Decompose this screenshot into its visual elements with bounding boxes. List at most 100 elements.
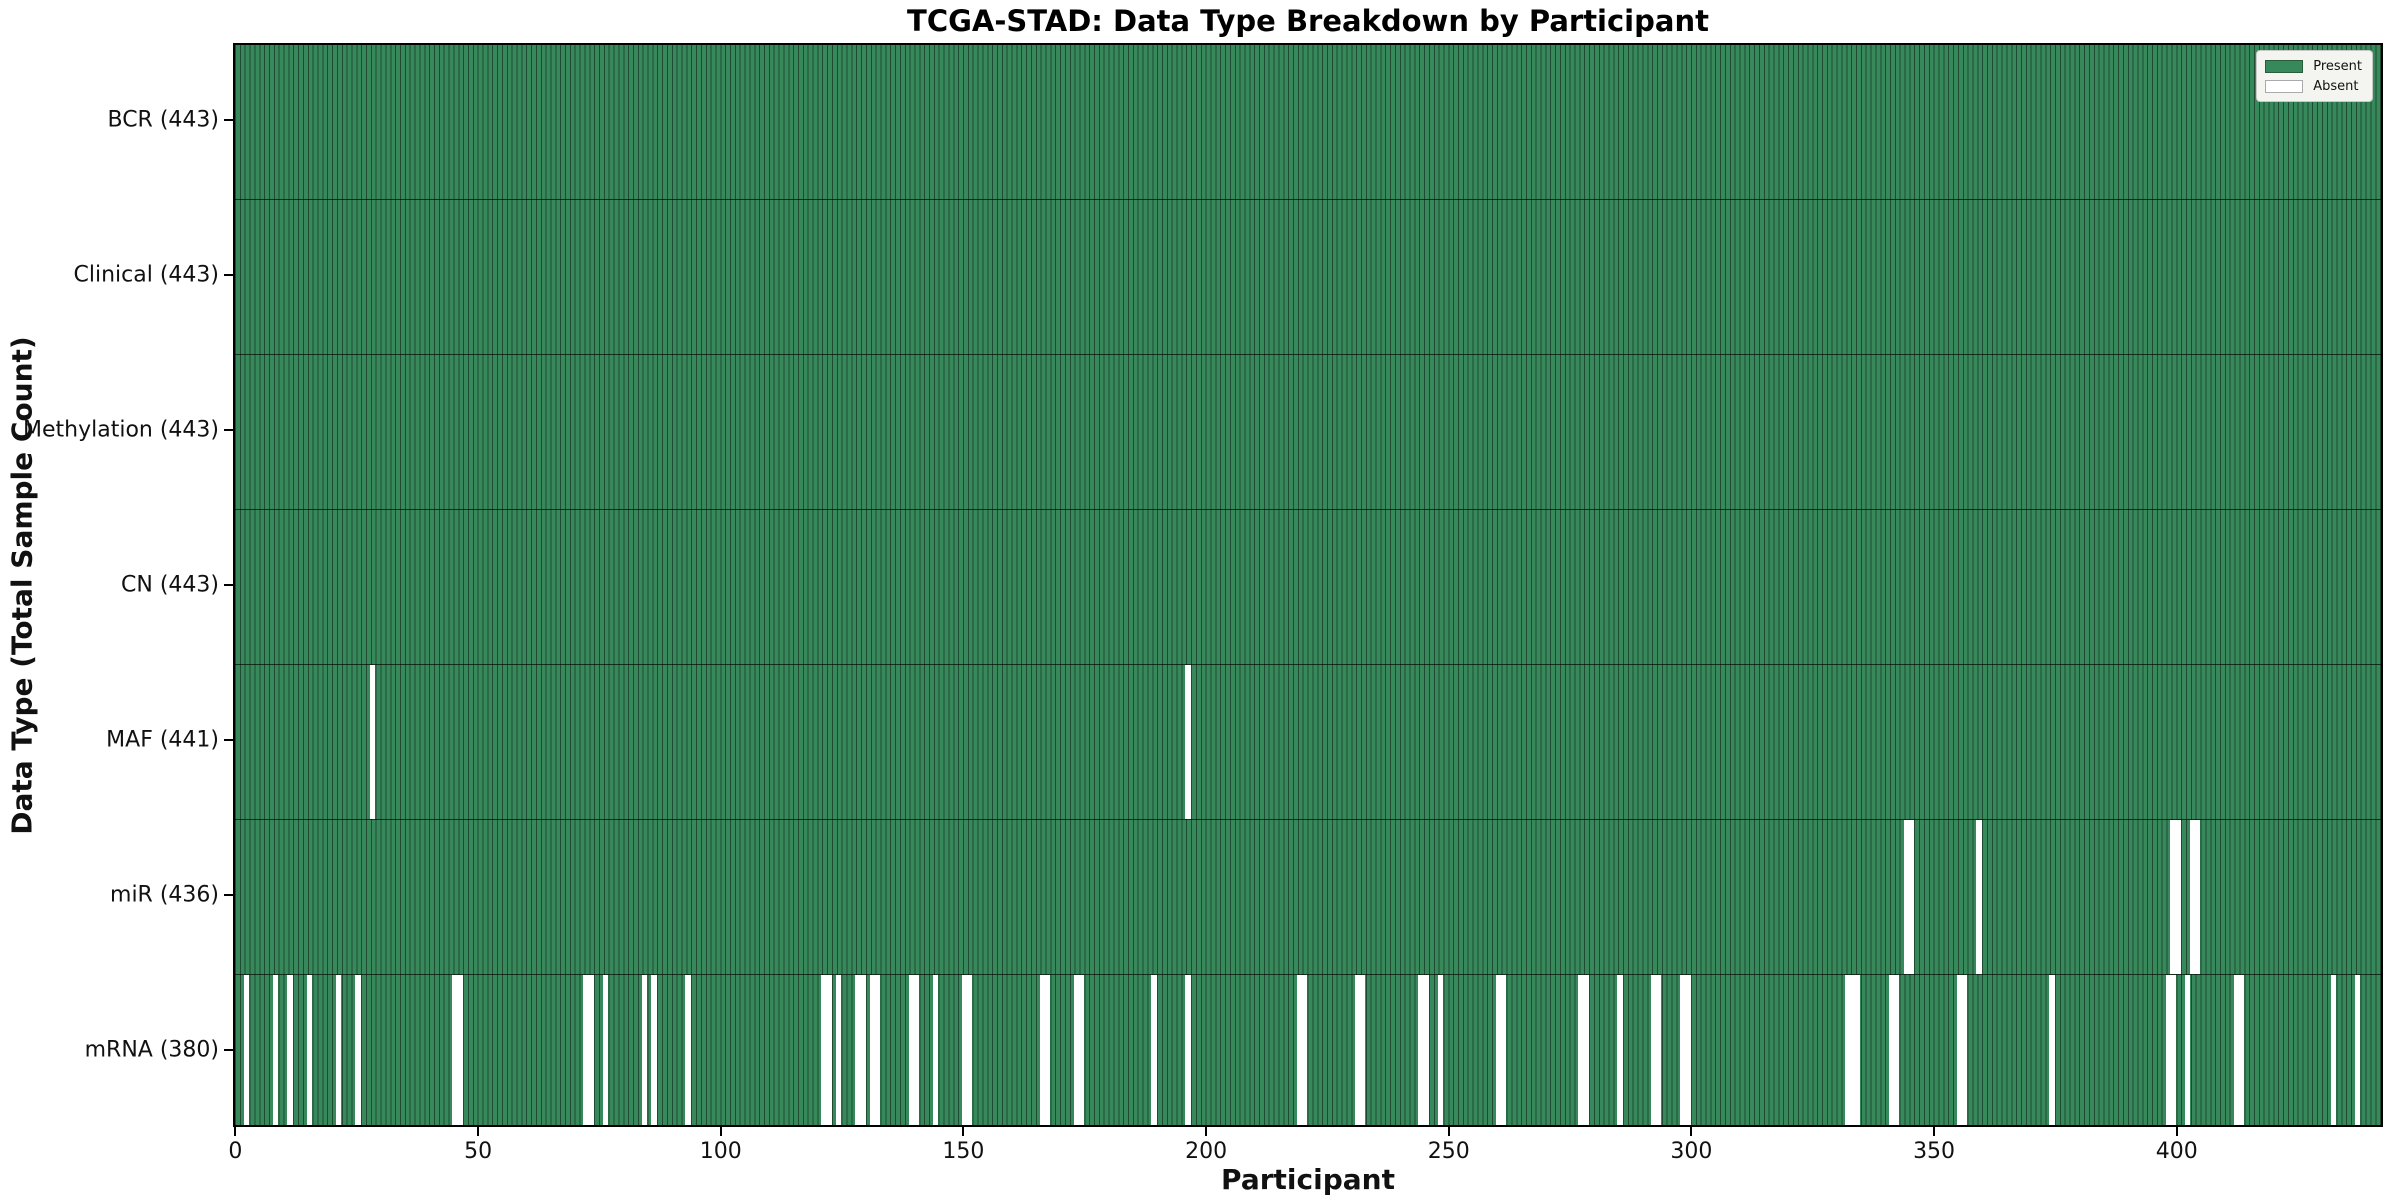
absent-bar-mRNA (452, 974, 458, 1125)
absent-bar-mRNA (583, 974, 589, 1125)
absent-bar-mRNA (1685, 974, 1691, 1125)
y-tick-mark (224, 119, 233, 122)
absent-bar-mRNA (306, 974, 313, 1125)
absent-bar-mRNA (1296, 974, 1303, 1125)
absent-bar-mRNA (961, 974, 968, 1125)
absent-bar-mRNA (1423, 974, 1429, 1125)
absent-bar-mRNA (2049, 974, 2055, 1125)
x-tick-label: 0 (228, 1139, 243, 1164)
absent-bar-mRNA (1617, 974, 1623, 1125)
x-tick-mark (234, 1127, 237, 1136)
absent-bar-miR (2175, 819, 2181, 974)
absent-bar-mRNA (1854, 974, 1861, 1125)
absent-bar-mRNA (1039, 974, 1046, 1125)
absent-bar-miR (1903, 819, 1909, 974)
absent-bar-mRNA (2170, 974, 2176, 1125)
absent-bar-mRNA (1956, 974, 1963, 1125)
absent-bar-mRNA (874, 974, 881, 1125)
legend-label: Absent (2313, 78, 2359, 94)
y-tick-label-CN: CN (443) (121, 572, 219, 598)
y-tick-label-mRNA: mRNA (380) (84, 1037, 219, 1063)
absent-bar-mRNA (335, 974, 342, 1125)
absent-bar-mRNA (913, 974, 919, 1125)
absent-bar-mRNA (588, 974, 594, 1125)
y-tick-mark (224, 738, 233, 741)
absent-bar-mRNA (1185, 974, 1191, 1125)
x-axis-label: Participant (1221, 1163, 1395, 1196)
y-tick-label-BCR: BCR (443) (107, 107, 219, 133)
x-tick-mark (719, 1127, 722, 1136)
row-boundary-line (235, 199, 2381, 201)
absent-bar-MAF (369, 664, 376, 819)
absent-bar-mRNA (641, 974, 648, 1125)
chart-title: TCGA-STAD: Data Type Breakdown by Partic… (907, 4, 1709, 38)
absent-bar-mRNA (835, 974, 842, 1125)
row-boundary-line (235, 818, 2381, 820)
absent-bar-mRNA (272, 974, 279, 1125)
absent-bar-mRNA (1500, 974, 1507, 1125)
y-tick-mark (224, 429, 233, 432)
absent-bar-miR (1908, 819, 1914, 974)
x-tick-mark (2175, 1127, 2178, 1136)
legend-swatch-icon (2265, 59, 2304, 73)
absent-bar-mRNA (1151, 974, 1157, 1125)
absent-bar-mRNA (1044, 974, 1050, 1125)
absent-bar-MAF (1185, 664, 1191, 819)
y-tick-label-Methylation: Methylation (443) (23, 417, 219, 443)
absent-bar-mRNA (1583, 974, 1589, 1125)
x-tick-label: 150 (942, 1139, 985, 1164)
absent-bar-mRNA (1845, 974, 1851, 1125)
x-tick-label: 300 (1670, 1139, 1713, 1164)
absent-bar-miR (2170, 819, 2176, 974)
x-tick-label: 350 (1913, 1139, 1956, 1164)
absent-bar-mRNA (1437, 974, 1444, 1125)
absent-bar-mRNA (2330, 974, 2337, 1125)
y-tick-label-Clinical: Clinical (443) (73, 262, 219, 288)
absent-bar-mRNA (932, 974, 939, 1125)
absent-bar-mRNA (821, 974, 827, 1125)
x-tick-label: 100 (699, 1139, 742, 1164)
absent-bar-mRNA (1850, 974, 1856, 1125)
x-tick-mark (477, 1127, 480, 1136)
x-tick-label: 400 (2155, 1139, 2198, 1164)
absent-bar-mRNA (1078, 974, 1084, 1125)
x-tick-label: 50 (464, 1139, 493, 1164)
x-tick-label: 200 (1185, 1139, 1228, 1164)
absent-bar-mRNA (457, 974, 463, 1125)
y-tick-mark (224, 584, 233, 586)
absent-bar-mRNA (2185, 974, 2191, 1125)
absent-bar-mRNA (355, 974, 361, 1125)
absent-bar-mRNA (860, 974, 866, 1125)
legend-item: Present (2265, 56, 2362, 76)
y-tick-label-MAF: MAF (441) (106, 727, 219, 753)
absent-bar-mRNA (2165, 974, 2172, 1125)
x-tick-mark (1690, 1127, 1693, 1136)
absent-bar-mRNA (855, 974, 861, 1125)
absent-bar-mRNA (651, 974, 657, 1125)
absent-bar-mRNA (1680, 974, 1686, 1125)
legend-swatch-icon (2265, 79, 2304, 93)
absent-bar-mRNA (1578, 974, 1584, 1125)
x-tick-label: 250 (1427, 1139, 1470, 1164)
absent-bar-mRNA (1355, 974, 1361, 1125)
y-tick-mark (224, 1048, 233, 1051)
row-boundary-line (235, 509, 2381, 511)
legend-label: Present (2313, 58, 2362, 74)
legend-item: Absent (2265, 76, 2362, 96)
absent-bar-mRNA (1418, 974, 1424, 1125)
absent-bar-mRNA (1073, 974, 1080, 1125)
absent-bar-mRNA (1893, 974, 1900, 1125)
absent-bar-mRNA (2233, 974, 2239, 1125)
absent-bar-mRNA (908, 974, 915, 1125)
absent-bar-mRNA (602, 974, 609, 1125)
absent-bar-miR (2189, 819, 2196, 974)
absent-bar-mRNA (966, 974, 973, 1125)
absent-bar-mRNA (1961, 974, 1968, 1125)
legend: Present Absent (2256, 50, 2373, 102)
absent-bar-mRNA (1888, 974, 1895, 1125)
absent-bar-miR (2194, 819, 2201, 974)
absent-bar-mRNA (1651, 974, 1657, 1125)
absent-bar-mRNA (1495, 974, 1502, 1125)
row-boundary-line (235, 663, 2381, 665)
